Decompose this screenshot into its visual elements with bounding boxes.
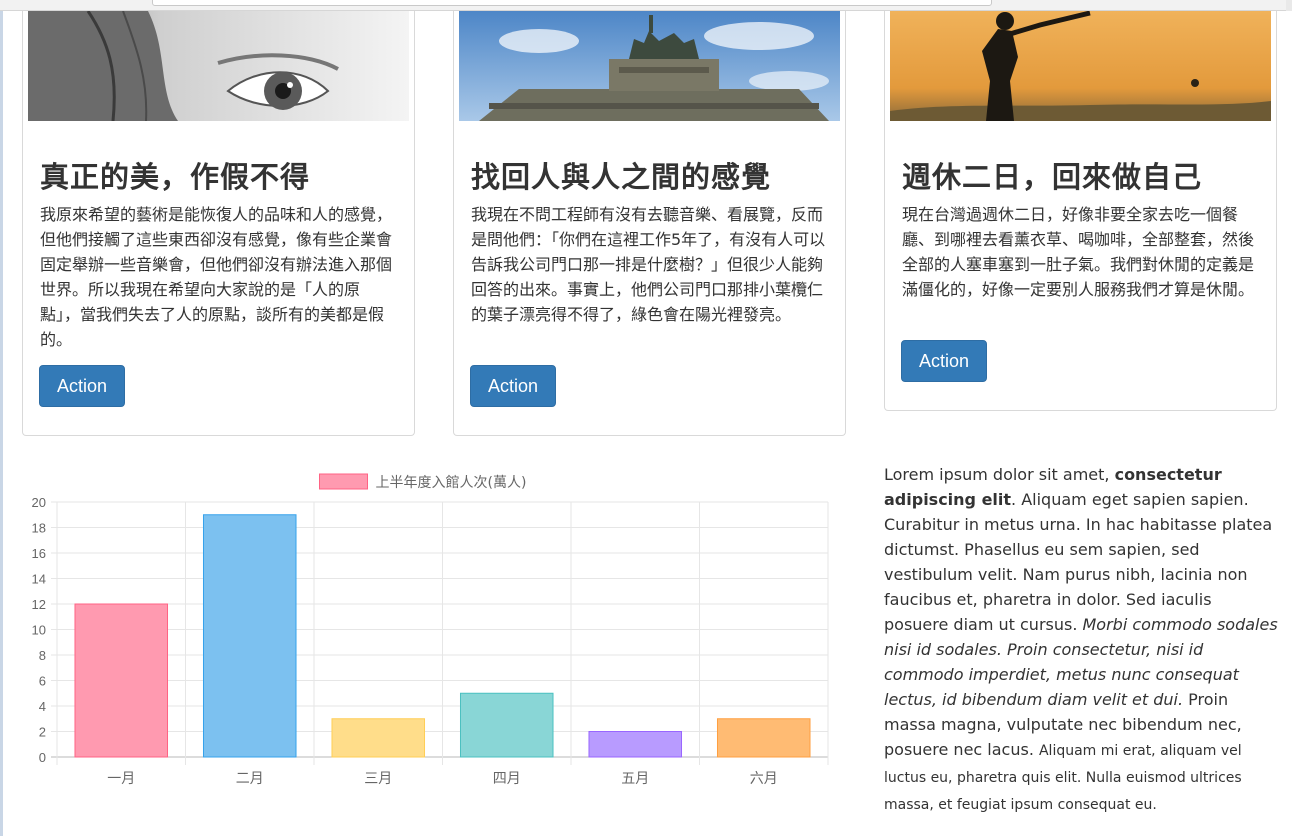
y-tick-label: 12 — [32, 597, 46, 612]
lorem-italic: Morbi commodo sodales nisi id sodales. P… — [884, 615, 1278, 709]
card-2: 找回人與人之間的感覺 我現在不問工程師有沒有去聽音樂、看展覽，反而是問他們：「你… — [453, 11, 846, 436]
card-title: 真正的美，作假不得 — [40, 160, 311, 194]
lorem-bold: consectetur adipiscing elit — [884, 465, 1222, 509]
y-tick-label: 16 — [32, 546, 46, 561]
bar-1 — [74, 603, 169, 758]
x-tick-label: 二月 — [236, 771, 264, 787]
card-text: 我現在不問工程師有沒有去聽音樂、看展覽，反而是問他們：「你們在這裡工作5年了，有… — [471, 205, 826, 324]
bar-5 — [588, 731, 683, 758]
bar-2 — [202, 514, 297, 758]
y-tick-label: 20 — [32, 495, 46, 510]
y-tick-label: 2 — [39, 725, 46, 740]
y-tick-label: 10 — [32, 623, 46, 638]
action-button[interactable]: Action — [470, 365, 556, 407]
card-image-cricket-player — [890, 11, 1271, 121]
address-bar[interactable] — [152, 0, 992, 6]
y-tick-label: 4 — [39, 699, 46, 714]
y-tick-label: 14 — [32, 572, 46, 587]
lorem-paragraph: Lorem ipsum dolor sit amet, consectetur … — [884, 462, 1280, 818]
card-title: 週休二日，回來做自己 — [902, 160, 1203, 194]
browser-toolbar — [0, 0, 1292, 11]
x-tick-label: 六月 — [750, 771, 778, 787]
action-button[interactable]: Action — [901, 340, 987, 382]
bar-chart: 0 2 4 6 8 10 12 14 16 18 20 一月 二月 三月 四月 五月 六月 上半年度入館人次(萬人… — [22, 462, 837, 797]
card-image-brandenburg-gate — [459, 11, 840, 121]
lorem-text-1: Lorem ipsum dolor sit amet, — [884, 465, 1115, 484]
card-image-eye — [28, 11, 409, 121]
bar-chart-svg: 0 2 4 6 8 10 12 14 16 18 20 一月 二月 三月 四月 五月 六月 上半年度入館人次(萬人… — [32, 473, 829, 787]
legend-swatch — [319, 473, 368, 490]
legend-label: 上半年度入館人次(萬人) — [376, 474, 527, 491]
lorem-text-3: Proin massa magna, vulputate nec bibendu… — [884, 690, 1242, 759]
x-tick-label: 四月 — [493, 771, 521, 787]
x-tick-label: 五月 — [621, 771, 649, 787]
action-button[interactable]: Action — [39, 365, 125, 407]
card-title: 找回人與人之間的感覺 — [471, 160, 772, 194]
lorem-text-2: . Aliquam eget sapien sapien. Curabitur … — [884, 490, 1273, 634]
y-tick-label: 18 — [32, 521, 46, 536]
y-tick-label: 0 — [39, 750, 46, 765]
card-text: 現在台灣過週休二日，好像非要全家去吃一個餐廳、到哪裡去看薰衣草、喝咖啡，全部整套… — [902, 205, 1255, 299]
card-text: 我原來希望的藝術是能恢復人的品味和人的感覺，但他們接觸了這些東西卻沒有感覺，像有… — [40, 205, 393, 349]
y-tick-label: 6 — [39, 674, 46, 689]
x-tick-label: 三月 — [364, 771, 392, 787]
card-3: 週休二日，回來做自己 現在台灣過週休二日，好像非要全家去吃一個餐廳、到哪裡去看薰… — [884, 11, 1277, 411]
window-left-edge — [0, 11, 3, 836]
x-tick-label: 一月 — [107, 771, 135, 787]
bar-3 — [331, 718, 426, 758]
bar-6 — [716, 718, 811, 758]
y-tick-label: 8 — [39, 648, 46, 663]
bar-4 — [459, 692, 554, 758]
window-edge — [1286, 0, 1292, 11]
lorem-small: Aliquam mi erat, aliquam vel luctus eu, … — [884, 743, 1242, 813]
card-1: 真正的美，作假不得 我原來希望的藝術是能恢復人的品味和人的感覺，但他們接觸了這些… — [22, 11, 415, 436]
